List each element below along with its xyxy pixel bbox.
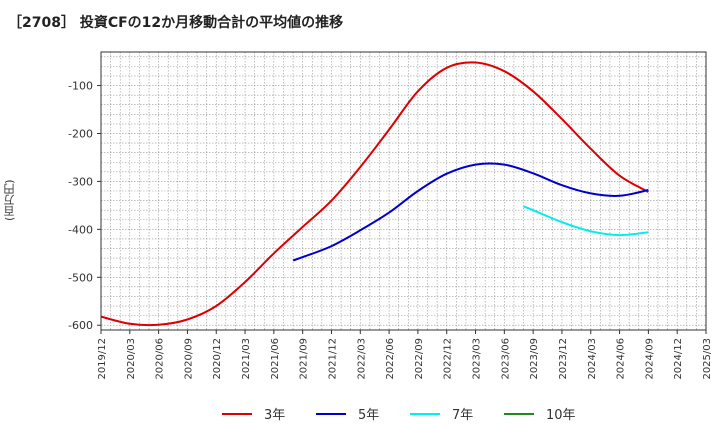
x-tick-label: 2024/09: [644, 338, 655, 380]
y-tick-label: -400: [68, 223, 93, 236]
x-tick-label: 2020/09: [183, 338, 194, 380]
x-tick-label: 2021/06: [270, 338, 281, 380]
y-tick-label: -500: [68, 271, 93, 284]
legend-5y-label: 5年: [358, 408, 379, 423]
legend-10y-label: 10年: [546, 408, 576, 423]
y-tick-label: -600: [68, 319, 93, 332]
y-tick-label: -100: [68, 80, 93, 93]
x-tick-label: 2023/03: [472, 338, 483, 380]
legend-3y-label: 3年: [264, 408, 285, 423]
series-line-3y: [100, 61, 649, 327]
x-tick-label: 2021/03: [241, 338, 252, 380]
x-tick-label: 2022/09: [414, 338, 425, 380]
x-tick-label: 2021/09: [299, 338, 310, 380]
x-tick-label: 2024/06: [616, 338, 627, 380]
x-tick-label: 2023/09: [529, 338, 540, 380]
series-line-5y: [292, 162, 649, 262]
y-tick-label: -300: [68, 175, 93, 188]
x-tick-label: 2022/06: [385, 338, 396, 380]
x-tick-label: 2024/12: [673, 338, 684, 380]
x-tick-label: 2025/03: [702, 338, 713, 380]
x-tick-label: 2020/06: [155, 338, 166, 380]
x-tick-label: 2020/12: [212, 338, 223, 380]
x-tick-label: 2023/06: [500, 338, 511, 380]
y-tick-label: -200: [68, 127, 93, 140]
x-tick-label: 2022/03: [356, 338, 367, 380]
plot-border: [100, 51, 707, 331]
x-tick-label: 2019/12: [97, 338, 108, 380]
x-tick-label: 2024/03: [587, 338, 598, 380]
legend-7y-label: 7年: [452, 408, 473, 423]
chart-title: ［2708］ 投資CFの12か月移動合計の平均値の推移: [8, 15, 344, 31]
x-tick-label: 2021/12: [327, 338, 338, 380]
x-tick-label: 2022/12: [443, 338, 454, 380]
x-tick-label: 2020/03: [126, 338, 137, 380]
x-tick-label: 2023/12: [558, 338, 569, 380]
series-line-7y: [523, 205, 649, 237]
